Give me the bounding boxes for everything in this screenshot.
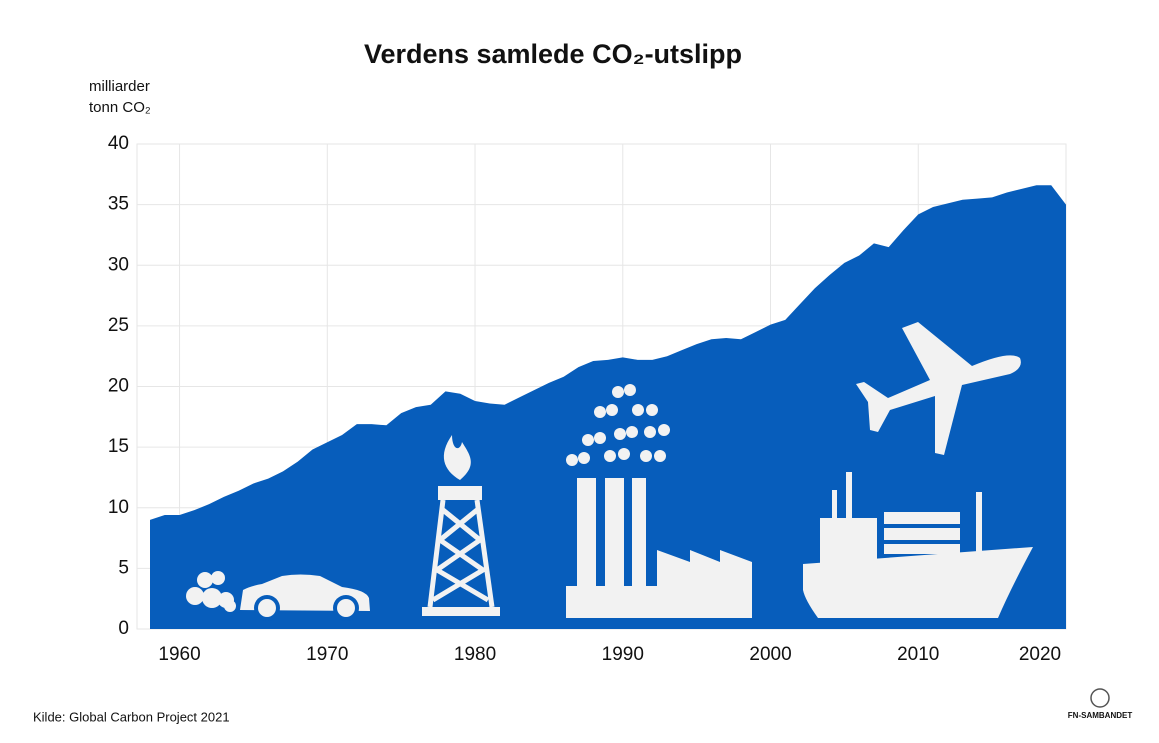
- y-tick-label: 10: [108, 497, 129, 518]
- x-tick-label: 1960: [158, 644, 200, 665]
- y-tick-label: 40: [108, 133, 129, 154]
- y-tick-label: 35: [108, 194, 129, 215]
- y-tick-label: 30: [108, 254, 129, 275]
- x-tick-label: 1990: [602, 644, 644, 665]
- x-tick-label: 1980: [454, 644, 496, 665]
- logo: FN-SAMBANDET: [1068, 711, 1133, 720]
- illustrations: [186, 322, 1033, 621]
- logo-emblem: [1090, 688, 1110, 708]
- x-tick-label: 2020: [1019, 644, 1061, 665]
- x-tick-label: 2010: [897, 644, 939, 665]
- y-axis-label: tonn CO₂: [89, 99, 151, 116]
- source: Kilde: Global Carbon Project 2021: [33, 709, 230, 724]
- y-tick-label: 25: [108, 315, 129, 336]
- y-tick-label: 5: [118, 557, 129, 578]
- y-tick-label: 20: [108, 376, 129, 397]
- y-tick-label: 15: [108, 436, 129, 457]
- x-tick-label: 1970: [306, 644, 348, 665]
- y-axis-label: milliarder: [89, 78, 150, 95]
- y-tick-label: 0: [118, 618, 129, 639]
- chart-title: Verdens samlede CO₂-utslipp: [364, 39, 742, 69]
- x-tick-label: 2000: [749, 644, 791, 665]
